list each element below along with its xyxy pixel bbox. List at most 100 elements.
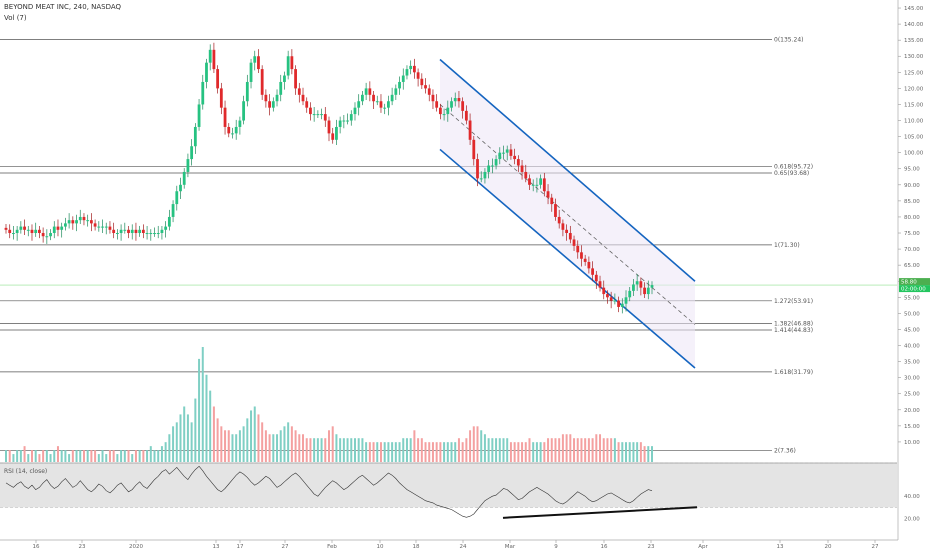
volume-bar — [183, 406, 186, 462]
price-tick-label: 70.00 — [904, 247, 920, 253]
volume-bar — [398, 442, 401, 462]
candle-body — [156, 233, 160, 235]
volume-bar — [68, 454, 71, 462]
time-tick-label: Apr — [698, 544, 708, 550]
candle-body — [435, 101, 439, 108]
volume-bar — [617, 442, 620, 462]
candle-body — [141, 229, 145, 234]
volume-bar — [647, 446, 650, 462]
candle-body — [23, 226, 26, 230]
candle-body — [75, 220, 78, 224]
volume-bar — [565, 434, 568, 462]
candle-body — [375, 101, 379, 103]
candle-body — [572, 239, 576, 246]
volume-bar — [483, 434, 486, 462]
candle-body — [275, 94, 279, 102]
candle-body — [639, 281, 643, 288]
candle-body — [182, 171, 186, 185]
candle-body — [320, 114, 323, 116]
price-tick-label: 40.00 — [904, 344, 920, 350]
time-tick-label: Mar — [505, 544, 516, 550]
price-tick-label: 85.00 — [904, 199, 920, 205]
candle-body — [346, 120, 349, 122]
candle-body — [524, 171, 528, 179]
candle-body — [468, 120, 472, 140]
volume-bar — [305, 438, 308, 462]
candle-body — [231, 133, 234, 135]
candle-body — [279, 81, 283, 95]
candle-body — [30, 229, 34, 234]
volume-bar — [216, 418, 219, 462]
candle-body — [580, 252, 583, 259]
candle-body — [160, 229, 164, 234]
candle-body — [138, 229, 142, 234]
candle-body — [93, 223, 97, 227]
candle-body — [171, 204, 175, 217]
candle-body — [568, 233, 572, 240]
volume-bar — [457, 438, 460, 462]
time-tick-label: 23 — [648, 544, 655, 550]
volume-bar — [276, 434, 279, 462]
candle-body — [576, 245, 580, 253]
volume-bar — [201, 347, 204, 462]
price-tick-label: 100.00 — [904, 151, 924, 157]
volume-bar — [651, 446, 653, 462]
candle-body — [205, 62, 208, 82]
volume-bar — [246, 418, 249, 462]
candle-body — [379, 101, 383, 108]
candle-body — [41, 233, 45, 237]
volume-bar — [328, 430, 330, 462]
volume-bar — [454, 442, 457, 462]
time-tick-label: 13 — [213, 544, 220, 550]
candle-body — [643, 287, 646, 295]
fib-level-label: 0.65(93.68) — [774, 170, 809, 177]
candle-body — [505, 149, 509, 153]
candle-body — [490, 165, 494, 167]
current-price-badge — [899, 278, 930, 286]
candle-body — [338, 120, 342, 127]
volume-bar — [498, 438, 501, 462]
candle-body — [620, 303, 624, 307]
volume-bar — [105, 454, 108, 462]
volume-bar — [599, 434, 602, 462]
price-tick-label: 145.00 — [904, 6, 924, 12]
volume-bar — [446, 442, 449, 462]
volume-bar — [279, 430, 282, 462]
fib-level-label: 1.382(46.88) — [774, 320, 813, 327]
price-tick-label: 120.00 — [904, 86, 924, 92]
fib-level-label: 1.272(53.91) — [774, 298, 813, 305]
volume-bar — [127, 450, 130, 462]
volume-bar — [632, 442, 635, 462]
price-tick-label: 90.00 — [904, 183, 920, 189]
candle-body — [453, 98, 457, 102]
volume-bar — [298, 434, 301, 462]
volume-bar — [643, 446, 646, 462]
volume-bar — [576, 438, 579, 462]
time-tick-label: 9 — [554, 544, 558, 550]
volume-bar — [394, 442, 397, 462]
volume-bar — [561, 434, 564, 462]
candle-body — [387, 101, 390, 108]
price-tick-label: 45.00 — [904, 327, 920, 333]
volume-bar — [420, 438, 423, 462]
volume-bar — [368, 442, 371, 462]
volume-bar — [309, 438, 312, 462]
candle-body — [268, 101, 271, 108]
volume-bar — [639, 442, 642, 462]
volume-bar — [97, 454, 100, 462]
channel-middle-line — [439, 104, 696, 325]
volume-bar — [123, 450, 126, 462]
candle-body — [201, 81, 205, 105]
candle-body — [290, 56, 294, 70]
volume-bar — [584, 438, 587, 462]
candle-body — [416, 72, 420, 79]
volume-bar — [402, 438, 405, 462]
volume-bar — [250, 410, 253, 462]
volume-bar — [513, 442, 516, 462]
volume-bar — [131, 454, 134, 462]
volume-bar — [101, 450, 104, 462]
candle-body — [472, 139, 476, 160]
price-tick-label: 95.00 — [904, 167, 920, 173]
volume-bar — [506, 438, 509, 462]
